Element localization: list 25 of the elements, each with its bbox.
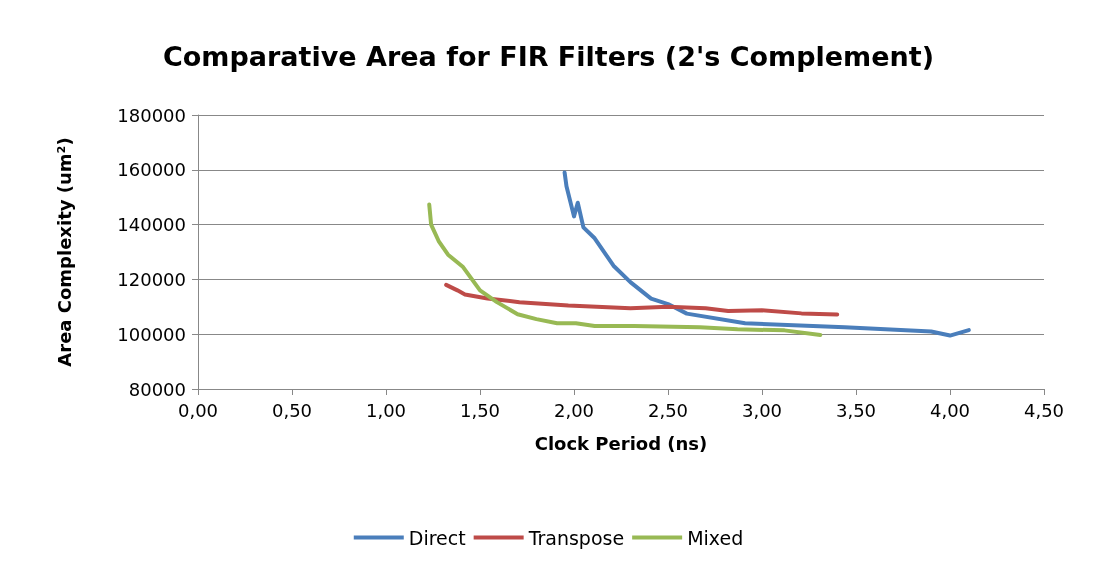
y-tick-label: 140000 [117,214,186,236]
x-tick-label: 1,00 [365,399,407,421]
x-tick-label: 3,50 [835,399,877,421]
y-tick-label: 120000 [117,268,186,290]
line-series [562,170,971,338]
y-axis-title: Area Complexity (um²) [53,137,75,367]
x-tick-label: 4,50 [1023,399,1065,421]
x-axis-title: Clock Period (ns) [534,432,708,454]
legend-label: Mixed [687,526,744,549]
x-tick-label: 4,00 [929,399,971,421]
x-tick-label: 0,50 [271,399,313,421]
x-tick-label: 1,50 [459,399,501,421]
y-tick-label: 80000 [128,378,186,400]
x-tick-label: 2,00 [553,399,595,421]
line-series [427,202,823,338]
x-tick-label: 3,00 [741,399,783,421]
line-series [444,282,840,317]
y-tick-label: 180000 [117,104,186,126]
x-tick-label: 2,50 [647,399,689,421]
legend-label: Transpose [527,526,625,549]
chart-title: Comparative Area for FIR Filters (2's Complement) [162,41,935,72]
legend-label: Direct [408,526,466,549]
y-tick-label: 160000 [117,159,186,181]
y-tick-label: 100000 [117,323,186,345]
x-tick-label: 0,00 [177,399,219,421]
